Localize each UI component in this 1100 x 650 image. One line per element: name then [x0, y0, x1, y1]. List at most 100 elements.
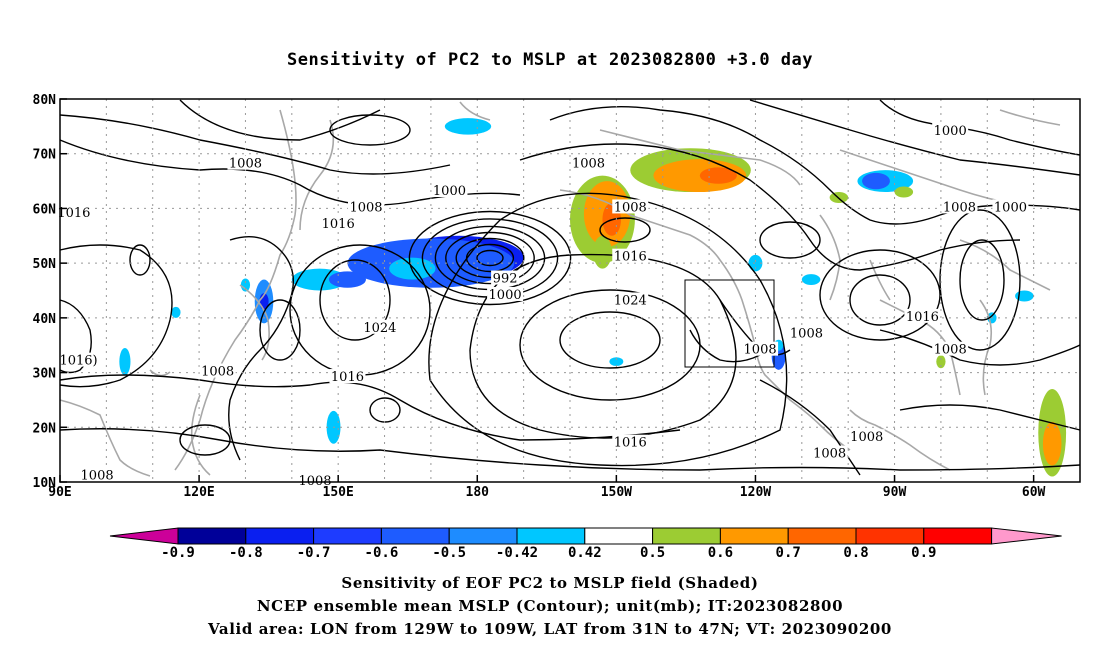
lat-label: 30N [33, 367, 57, 382]
lat-label: 70N [33, 148, 57, 163]
mslp-contour [408, 210, 572, 306]
shading-patch [593, 235, 612, 269]
contour-label-bg [848, 429, 885, 444]
contour-label-bg [227, 155, 264, 170]
mslp-contour [959, 239, 1005, 321]
contour-label-bg [992, 199, 1029, 214]
valid-area-box [684, 279, 775, 368]
mslp-contour [59, 114, 451, 175]
mslp-contour [519, 143, 1021, 271]
mslp-contour [59, 244, 173, 388]
mslp-contour [445, 231, 535, 285]
coastline [59, 399, 151, 477]
coastline [999, 109, 1061, 126]
contour-label: 1008 [813, 447, 846, 462]
mslp-contour [476, 249, 504, 267]
map-axes: 90E 120E 150E 180 150W 120W 90W 60W 80N 70N 60N 50N… [33, 93, 1046, 500]
contour-label-bg [742, 341, 779, 356]
contour-label: 1008 [934, 343, 967, 358]
mslp-contour [519, 289, 701, 401]
shading-patch [699, 167, 737, 184]
colorbar-label: 0.42 [567, 545, 602, 561]
lat-label: 50N [33, 257, 57, 272]
mslp-contour [879, 329, 1081, 366]
contour-label: 1016 [614, 436, 647, 451]
contour-label: 1008 [81, 469, 114, 484]
graticule [60, 99, 1080, 482]
colorbar-label: 0.6 [707, 545, 734, 561]
coastline [299, 119, 335, 231]
colorbar-swatch [313, 527, 382, 545]
coastline [869, 259, 891, 301]
contour-label: 1008 [790, 326, 823, 341]
mslp-contour [421, 218, 559, 298]
contour-label-bg [904, 308, 941, 323]
mslp-contour [455, 237, 525, 279]
caption-line-3: Valid area: LON from 129W to 109W, LAT f… [208, 620, 892, 638]
shading-patch [936, 355, 946, 369]
colorbar-high-end [991, 527, 1062, 545]
contour-label-bg [788, 325, 825, 340]
contour-label: 1008 [614, 200, 647, 215]
contour-label: 1000 [433, 184, 466, 199]
lon-label: 90W [883, 485, 907, 500]
shading-patch [389, 257, 436, 280]
mslp-contour [259, 299, 301, 361]
mslp-contour [849, 274, 911, 326]
mslp-contour [329, 114, 411, 146]
contour-label: 1008 [349, 200, 382, 215]
colorbar-swatch [245, 527, 315, 545]
contour-label-bg [612, 199, 649, 214]
contour-label-bg [79, 467, 116, 482]
shading-patch [894, 186, 914, 198]
contour-label-bg [932, 122, 969, 137]
shading-patch [862, 172, 890, 190]
contour-label-bg [348, 199, 384, 214]
caption-line-1: Sensitivity of EOF PC2 to MSLP field (Sh… [341, 574, 759, 592]
colorbar-label: 0.9 [911, 545, 937, 561]
mslp-contour [939, 209, 1021, 351]
colorbar-label: 0.7 [775, 545, 801, 561]
shading-patch [119, 347, 131, 376]
contour-label-bg [491, 270, 520, 285]
shading-patch [240, 278, 251, 292]
lon-label: 120W [740, 485, 771, 500]
colorbar-low-end [109, 527, 179, 545]
mslp-contour [469, 253, 737, 439]
colorbar-label: -0.6 [364, 545, 399, 561]
contour-label-bg [932, 341, 969, 356]
mslp-contour [228, 236, 294, 461]
contour-label: 1016 [322, 217, 355, 232]
shading-patch [748, 254, 763, 272]
colorbar-label: -0.7 [296, 545, 331, 561]
shading-patch [653, 159, 747, 193]
mslp-contour [599, 217, 651, 243]
contour-label-bg [320, 215, 357, 230]
shading-patch [291, 268, 348, 291]
mslp-contour [129, 244, 151, 276]
shading-patch [328, 271, 367, 288]
coastline [190, 394, 211, 476]
shading-patch [801, 274, 821, 286]
coastline [879, 299, 961, 396]
shading-patch [444, 118, 492, 135]
contour-label: 1008 [201, 365, 234, 380]
lon-label: 180 [466, 485, 490, 500]
colorbar-label: -0.9 [161, 545, 195, 561]
shading-patch [1042, 421, 1062, 466]
coastlines [59, 101, 1061, 477]
contour-label-bg [431, 183, 468, 198]
contour-label: 992 [493, 272, 518, 287]
contour-label: 1016 [614, 250, 647, 265]
lat-label: 10N [33, 476, 57, 491]
colorbar [109, 527, 1062, 545]
colorbar-label: -0.8 [228, 545, 263, 561]
mslp-contour [179, 424, 231, 456]
contour-label: 1008 [744, 343, 777, 358]
mslp-contour [59, 428, 1081, 471]
coastline [459, 101, 491, 121]
lat-label: 40N [33, 312, 57, 327]
colorbar-swatch [855, 527, 925, 545]
colorbar-swatch [787, 527, 857, 545]
